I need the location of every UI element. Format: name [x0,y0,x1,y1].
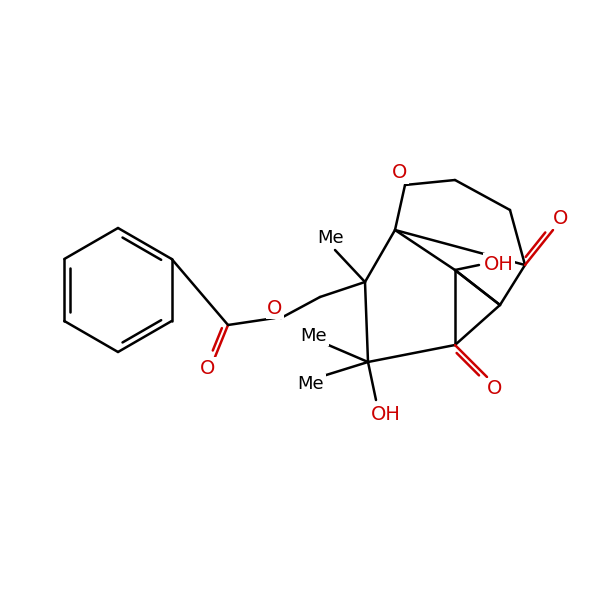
Text: O: O [268,298,283,317]
Text: Me: Me [301,327,328,345]
Text: Me: Me [298,375,325,393]
Text: O: O [200,358,215,377]
Text: O: O [392,163,407,182]
Text: O: O [487,379,503,398]
Text: O: O [553,208,569,227]
Text: OH: OH [484,254,514,274]
Text: OH: OH [371,404,401,424]
Text: Me: Me [317,229,344,247]
